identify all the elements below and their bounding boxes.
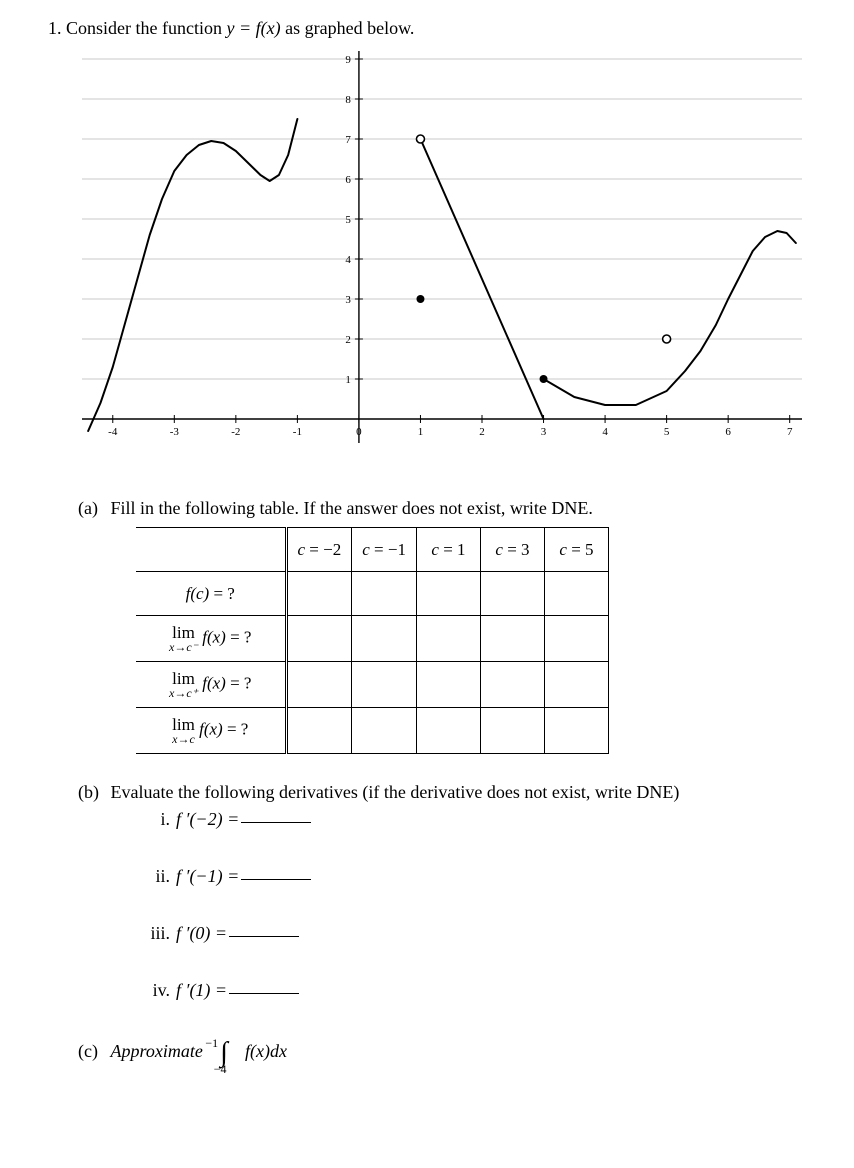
svg-text:3: 3 bbox=[541, 426, 547, 438]
table-cell bbox=[544, 616, 608, 662]
svg-text:5: 5 bbox=[664, 426, 670, 438]
table-cell bbox=[286, 662, 352, 708]
svg-text:1: 1 bbox=[345, 374, 351, 386]
part-a-label: (a) bbox=[78, 498, 106, 519]
part-c: (c) Approximate −1∫−4 f(x)dx bbox=[78, 1037, 814, 1069]
part-b-text: Evaluate the following derivatives (if t… bbox=[111, 782, 680, 802]
question-number: 1. bbox=[48, 18, 62, 38]
sub-item-expr: f ′(−2) = bbox=[176, 809, 239, 829]
svg-text:-4: -4 bbox=[108, 426, 118, 438]
answer-blank bbox=[229, 993, 299, 994]
svg-text:-3: -3 bbox=[170, 426, 180, 438]
part-c-text-pre: Approximate bbox=[111, 1041, 208, 1061]
prompt-post: as graphed below. bbox=[281, 18, 415, 38]
integral-symbol: −1∫−4 bbox=[207, 1037, 240, 1069]
table-cell bbox=[416, 572, 480, 616]
sub-item-number: i. bbox=[140, 809, 170, 830]
table-cell bbox=[352, 572, 417, 616]
table-cell bbox=[416, 708, 480, 754]
table-cell bbox=[352, 616, 417, 662]
table-cell bbox=[544, 662, 608, 708]
table-col-header: c = 5 bbox=[544, 528, 608, 572]
table-row: limx→c f(x) = ? bbox=[136, 708, 608, 754]
table-cell bbox=[286, 616, 352, 662]
derivative-item: iii. f ′(0) = bbox=[140, 923, 814, 944]
table-col-header: c = −1 bbox=[352, 528, 417, 572]
svg-text:2: 2 bbox=[479, 426, 485, 438]
svg-text:2: 2 bbox=[345, 334, 351, 346]
prompt-pre: Consider the function bbox=[66, 18, 226, 38]
graph-container: -4 -3 -2 -1 0 1 2 3 4 5 6 7 1 2 3 4 5 6 7 8 9 bbox=[72, 45, 814, 470]
table-row: limx→c⁻ f(x) = ? bbox=[136, 616, 608, 662]
derivative-item: i. f ′(−2) = bbox=[140, 809, 814, 830]
part-b-label: (b) bbox=[78, 782, 106, 803]
svg-text:6: 6 bbox=[725, 426, 731, 438]
part-b: (b) Evaluate the following derivatives (… bbox=[78, 782, 814, 1001]
table-col-header: c = 3 bbox=[480, 528, 544, 572]
question-prompt: 1. Consider the function y = f(x) as gra… bbox=[48, 18, 814, 39]
integral-lower: −4 bbox=[214, 1062, 227, 1076]
table-row-label: limx→c f(x) = ? bbox=[136, 708, 286, 754]
table-corner bbox=[136, 528, 286, 572]
answer-blank bbox=[241, 879, 311, 880]
sub-item-number: iii. bbox=[140, 923, 170, 944]
table-row-label: limx→c⁻ f(x) = ? bbox=[136, 616, 286, 662]
function-graph: -4 -3 -2 -1 0 1 2 3 4 5 6 7 1 2 3 4 5 6 7 8 9 bbox=[72, 45, 812, 465]
table-cell bbox=[416, 616, 480, 662]
svg-text:7: 7 bbox=[787, 426, 793, 438]
part-a-text: Fill in the following table. If the answ… bbox=[111, 498, 593, 518]
derivative-list: i. f ′(−2) = ii. f ′(−1) = iii. f ′(0) = iv. f … bbox=[140, 809, 814, 1001]
table-cell bbox=[480, 616, 544, 662]
answer-blank bbox=[229, 936, 299, 937]
integral-upper: −1 bbox=[205, 1036, 218, 1050]
table-col-header: c = 1 bbox=[416, 528, 480, 572]
svg-text:6: 6 bbox=[345, 174, 351, 186]
integral-body: f(x)dx bbox=[245, 1041, 287, 1061]
sub-item-number: iv. bbox=[140, 980, 170, 1001]
limits-table: c = −2c = −1c = 1c = 3c = 5f(c) = ?limx→… bbox=[136, 527, 609, 754]
table-cell bbox=[544, 708, 608, 754]
svg-text:1: 1 bbox=[418, 426, 424, 438]
svg-text:4: 4 bbox=[602, 426, 608, 438]
table-row: limx→c⁺ f(x) = ? bbox=[136, 662, 608, 708]
svg-text:7: 7 bbox=[345, 134, 351, 146]
table-cell bbox=[286, 572, 352, 616]
svg-text:3: 3 bbox=[345, 294, 351, 306]
part-a: (a) Fill in the following table. If the … bbox=[78, 498, 814, 754]
derivative-item: iv. f ′(1) = bbox=[140, 980, 814, 1001]
table-cell bbox=[544, 572, 608, 616]
table-cell bbox=[480, 708, 544, 754]
table-col-header: c = −2 bbox=[286, 528, 352, 572]
answer-blank bbox=[241, 822, 311, 823]
derivative-item: ii. f ′(−1) = bbox=[140, 866, 814, 887]
part-c-label: (c) bbox=[78, 1041, 106, 1062]
table-cell bbox=[286, 708, 352, 754]
sub-item-expr: f ′(1) = bbox=[176, 980, 227, 1000]
svg-text:0: 0 bbox=[356, 426, 362, 438]
svg-text:-2: -2 bbox=[231, 426, 240, 438]
svg-text:-1: -1 bbox=[293, 426, 302, 438]
table-row-label: limx→c⁺ f(x) = ? bbox=[136, 662, 286, 708]
svg-text:5: 5 bbox=[345, 214, 351, 226]
table-cell bbox=[352, 662, 417, 708]
sub-item-expr: f ′(0) = bbox=[176, 923, 227, 943]
svg-text:4: 4 bbox=[345, 254, 351, 266]
table-cell bbox=[352, 708, 417, 754]
table-row-label: f(c) = ? bbox=[136, 572, 286, 616]
table-row: f(c) = ? bbox=[136, 572, 608, 616]
table-cell bbox=[480, 572, 544, 616]
sub-item-expr: f ′(−1) = bbox=[176, 866, 239, 886]
svg-text:9: 9 bbox=[345, 54, 351, 66]
svg-text:8: 8 bbox=[345, 94, 351, 106]
prompt-eq: y = f(x) bbox=[226, 18, 280, 38]
table-cell bbox=[480, 662, 544, 708]
table-cell bbox=[416, 662, 480, 708]
sub-item-number: ii. bbox=[140, 866, 170, 887]
